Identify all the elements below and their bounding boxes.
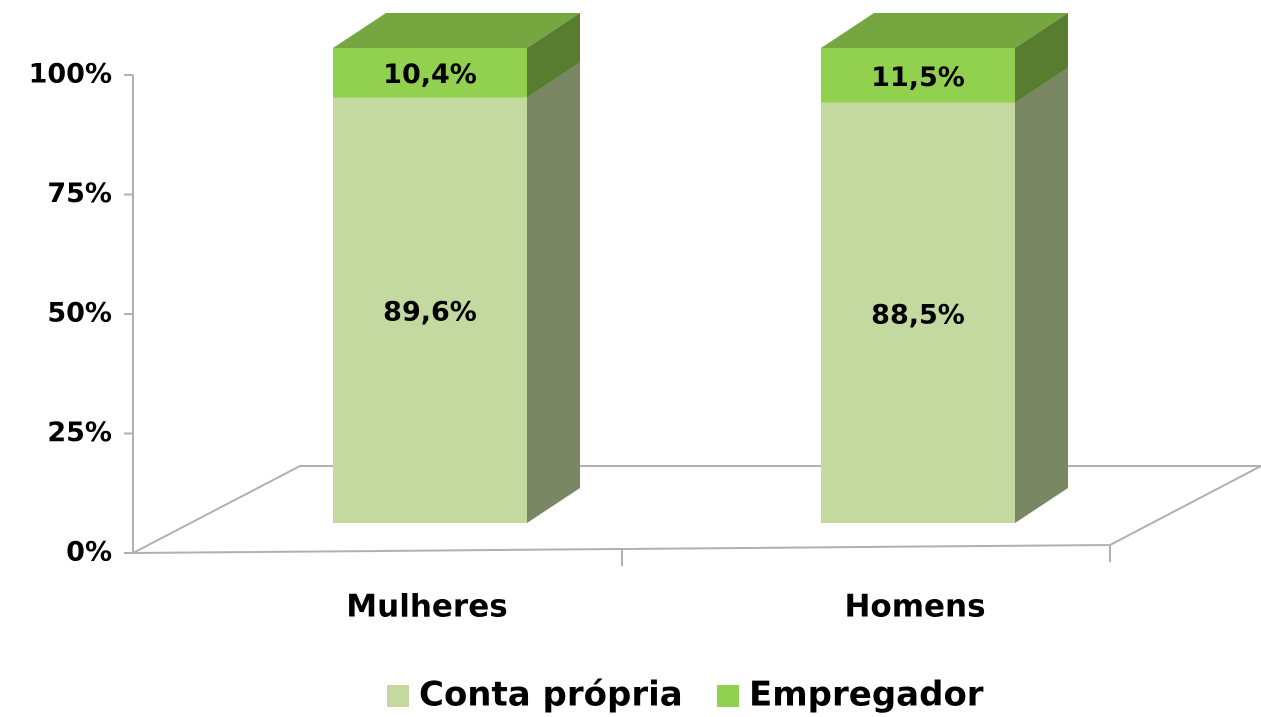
bar-side [1015, 67, 1068, 523]
y-tick-label: 50% [47, 298, 112, 329]
value-label: 89,6% [383, 297, 477, 328]
legend-swatch [717, 685, 739, 707]
bar [821, 48, 1015, 103]
legend-swatch [387, 685, 409, 707]
y-tick-label: 25% [47, 417, 112, 448]
y-tick-label: 0% [66, 537, 112, 568]
bar [333, 97, 527, 524]
y-tick-label: 100% [29, 59, 112, 90]
value-label: 11,5% [871, 62, 965, 93]
value-label: 10,4% [383, 59, 477, 90]
bar-top [821, 13, 1068, 48]
bar-side [1015, 13, 1068, 103]
y-tick-label: 75% [47, 178, 112, 209]
floor-front [132, 465, 1261, 554]
bar-side [527, 13, 580, 98]
floor-back [132, 465, 1261, 554]
bar-side [527, 62, 580, 524]
x-tick-label: Mulheres [346, 589, 507, 625]
legend-label: Conta própria [419, 675, 683, 715]
legend-label: Empregador [749, 675, 984, 715]
bar [821, 102, 1015, 523]
value-label: 88,5% [871, 299, 965, 330]
bar [333, 48, 527, 98]
bar-top [333, 13, 580, 48]
x-tick-label: Homens [844, 589, 985, 625]
